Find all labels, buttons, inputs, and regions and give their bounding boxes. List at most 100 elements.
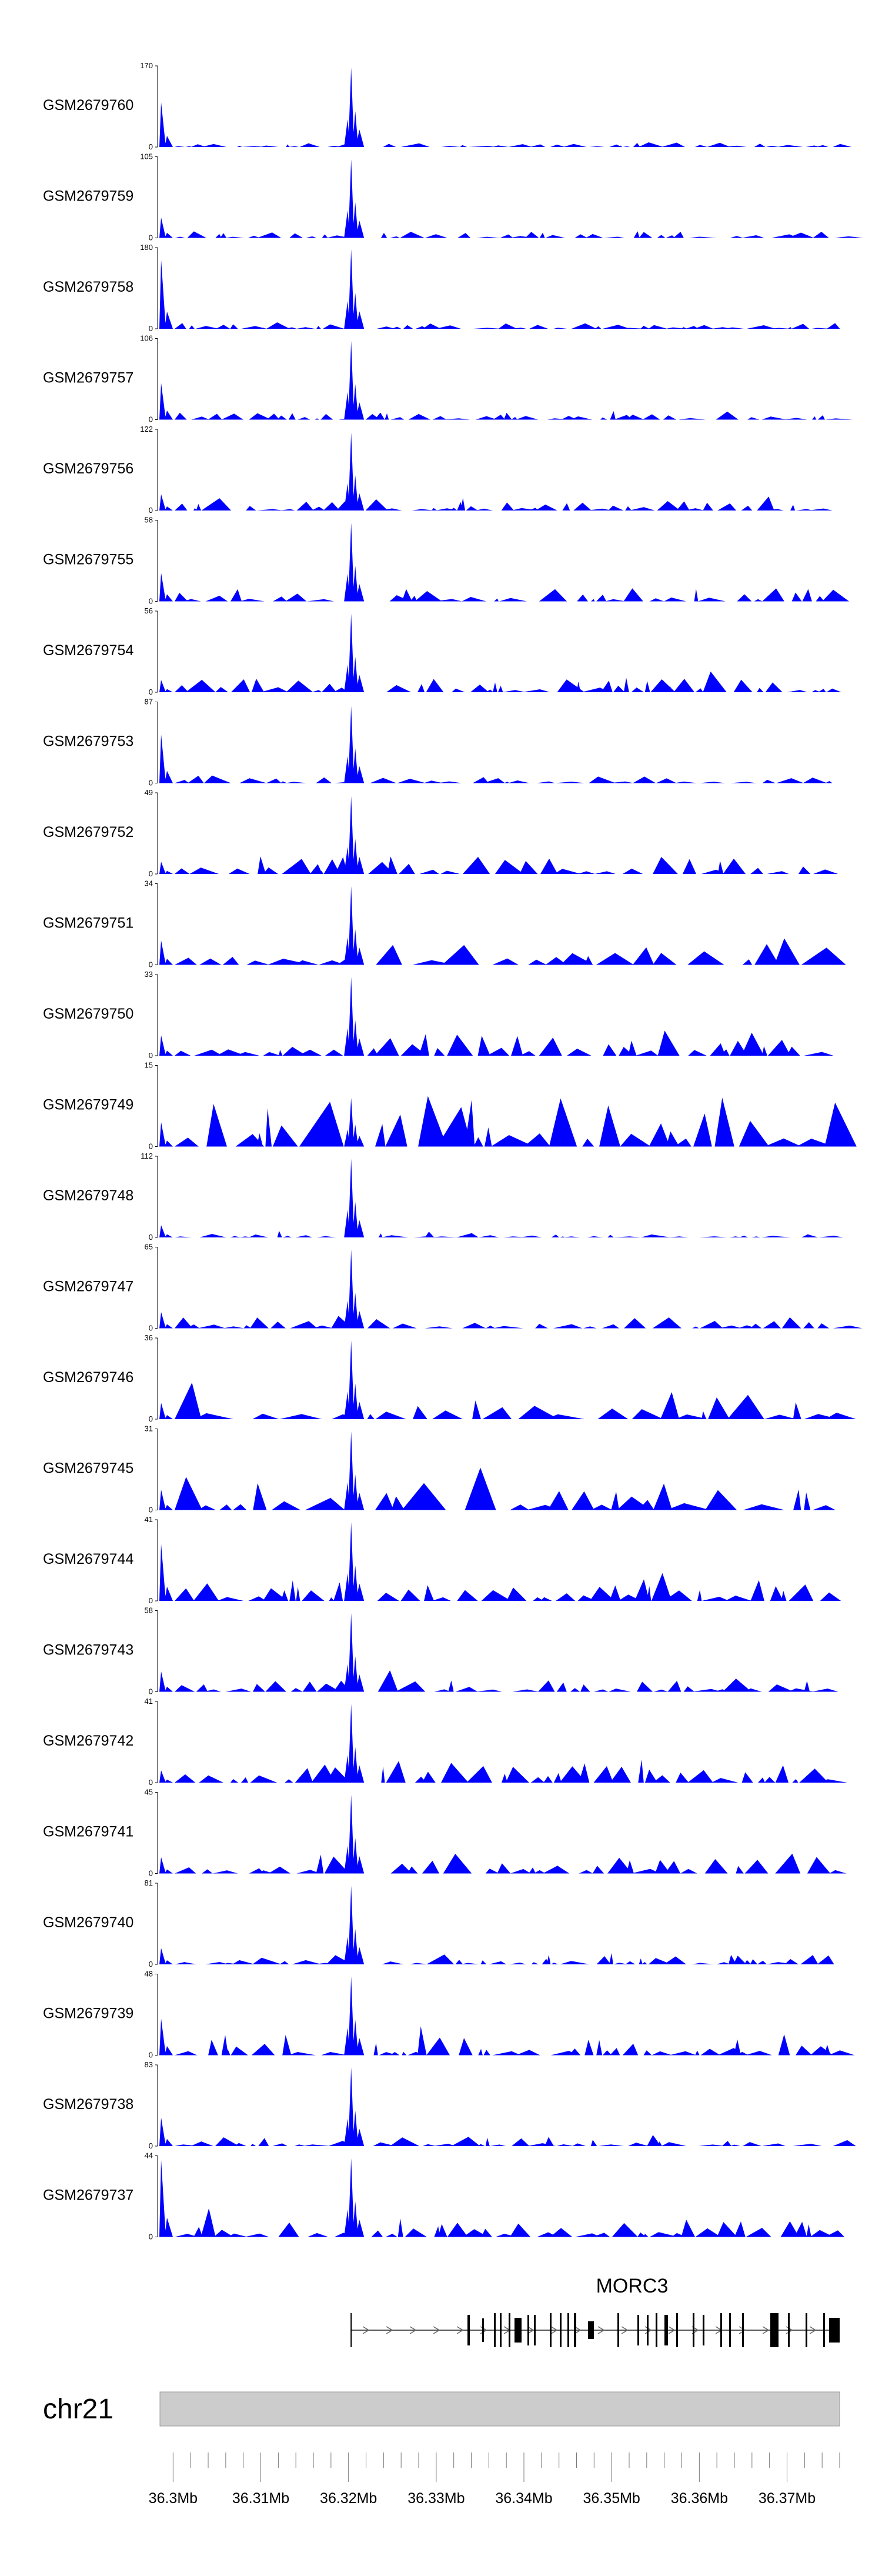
coverage-area [159, 706, 833, 783]
coverage-area [159, 2158, 845, 2237]
track-GSM2679737: GSM2679737 44 0 [43, 2151, 845, 2241]
y-min-label: 0 [149, 2141, 153, 2150]
gene-exon [703, 2315, 704, 2345]
gene-exon [350, 2313, 352, 2347]
track-GSM2679741: GSM2679741 45 0 [43, 1788, 847, 1878]
coverage-area [159, 1976, 855, 2056]
gene-exon [823, 2313, 825, 2347]
track-label: GSM2679737 [43, 2187, 133, 2204]
strand-arrow [739, 2326, 746, 2334]
y-min-label: 0 [149, 1142, 153, 1151]
strand-arrow [621, 2326, 629, 2334]
track-GSM2679743: GSM2679743 58 0 [43, 1606, 838, 1696]
ideogram-band [159, 2391, 840, 2427]
y-max-label: 33 [145, 970, 153, 979]
coverage-area [159, 1886, 834, 1964]
y-min-label: 0 [149, 960, 153, 969]
track-label: GSM2679747 [43, 1279, 133, 1295]
y-max-label: 58 [145, 516, 153, 525]
y-min-label: 0 [149, 597, 153, 606]
track-GSM2679759: GSM2679759 105 0 [43, 152, 864, 242]
gene-model: MORC3 [350, 2275, 840, 2347]
track-GSM2679753: GSM2679753 87 0 [43, 698, 833, 788]
track-GSM2679740: GSM2679740 81 0 [43, 1878, 834, 1968]
gene-exon [509, 2313, 510, 2347]
track-GSM2679760: GSM2679760 170 0 [43, 61, 852, 151]
track-GSM2679754: GSM2679754 56 0 [43, 606, 842, 696]
axis-tick-label: 36.3Mb [149, 2490, 198, 2507]
gene-exon [647, 2315, 649, 2345]
y-min-label: 0 [149, 142, 153, 151]
gene-exon [500, 2313, 502, 2347]
gene-exon [482, 2318, 484, 2342]
y-min-label: 0 [149, 1687, 153, 1696]
coverage-area [159, 886, 846, 965]
coverage-area [159, 1613, 838, 1692]
axis-tick-label: 36.31Mb [232, 2490, 289, 2507]
gene-exon [617, 2313, 619, 2347]
track-label: GSM2679757 [43, 370, 133, 386]
gene-exon [534, 2315, 536, 2345]
track-GSM2679757: GSM2679757 106 0 [43, 334, 853, 424]
gene-exon [656, 2313, 657, 2347]
y-min-label: 0 [149, 1869, 153, 1878]
axis-tick-label: 36.33Mb [407, 2490, 465, 2507]
y-max-label: 87 [145, 698, 153, 706]
coverage-area [159, 522, 849, 602]
track-GSM2679748: GSM2679748 112 0 [43, 1152, 844, 1242]
gene-exon [676, 2313, 678, 2347]
track-GSM2679745: GSM2679745 31 0 [43, 1424, 836, 1514]
gene-exon [527, 2315, 529, 2345]
coverage-area [159, 249, 840, 329]
y-max-label: 31 [145, 1424, 153, 1433]
track-GSM2679750: GSM2679750 33 0 [43, 970, 834, 1060]
gene-exon [829, 2318, 840, 2343]
coverage-area [159, 1096, 857, 1147]
coverage-area [159, 432, 833, 510]
track-label: GSM2679739 [43, 2006, 133, 2022]
track-GSM2679756: GSM2679756 122 0 [43, 425, 833, 515]
track-label: GSM2679759 [43, 188, 133, 205]
y-max-label: 41 [145, 1515, 153, 1524]
strand-arrow [527, 2326, 534, 2334]
gene-exon [729, 2313, 731, 2347]
track-GSM2679747: GSM2679747 65 0 [43, 1243, 863, 1333]
y-max-label: 34 [145, 879, 153, 888]
y-min-label: 0 [149, 869, 153, 878]
y-max-label: 49 [145, 788, 153, 797]
y-max-label: 81 [145, 1878, 153, 1887]
gene-exon [770, 2313, 779, 2347]
gene-exon [514, 2318, 522, 2343]
gene-exon [664, 2315, 668, 2345]
gene-exon [742, 2313, 744, 2347]
strand-arrow [386, 2326, 393, 2334]
track-GSM2679758: GSM2679758 180 0 [43, 243, 840, 333]
y-max-label: 44 [145, 2151, 153, 2160]
y-min-label: 0 [149, 2051, 153, 2060]
gene-exon [560, 2313, 562, 2347]
y-min-label: 0 [149, 1596, 153, 1605]
track-GSM2679751: GSM2679751 34 0 [43, 879, 846, 969]
coverage-area [159, 1340, 857, 1419]
y-max-label: 58 [145, 1606, 153, 1615]
y-max-label: 180 [140, 243, 153, 252]
strand-arrow [574, 2326, 582, 2334]
y-max-label: 48 [145, 1970, 153, 1978]
y-max-label: 105 [140, 152, 153, 161]
track-label: GSM2679748 [43, 1187, 133, 1204]
gene-exon [806, 2313, 807, 2347]
y-min-label: 0 [149, 1414, 153, 1423]
y-min-label: 0 [149, 1778, 153, 1787]
coverage-area [159, 1249, 863, 1329]
strand-arrow [762, 2326, 770, 2334]
y-min-label: 0 [149, 415, 153, 424]
axis-tick-label: 36.32Mb [320, 2490, 377, 2507]
track-label: GSM2679740 [43, 1914, 133, 1931]
track-label: GSM2679744 [43, 1551, 133, 1567]
coverage-area [159, 977, 834, 1056]
track-GSM2679739: GSM2679739 48 0 [43, 1970, 855, 2060]
chromosome-ideogram: chr21 [43, 2391, 840, 2427]
track-label: GSM2679760 [43, 97, 133, 114]
track-label: GSM2679749 [43, 1097, 133, 1113]
strand-arrow [597, 2326, 605, 2334]
